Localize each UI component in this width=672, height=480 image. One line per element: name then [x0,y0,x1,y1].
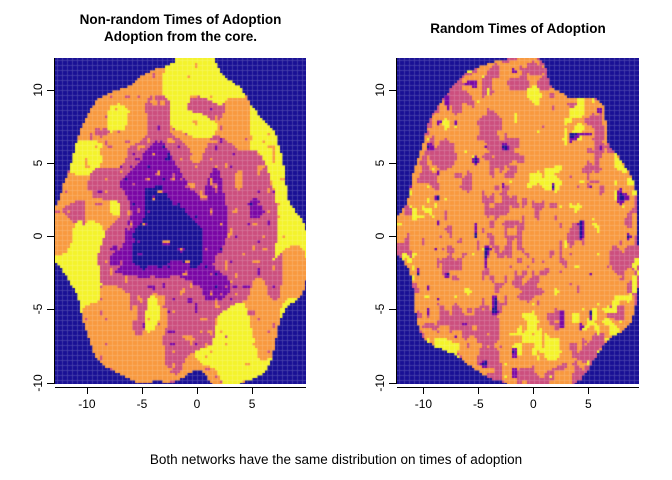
right-x-tick [478,387,480,394]
right-x-tick [533,387,535,394]
figure-caption: Both networks have the same distribution… [149,452,523,467]
right-y-tick [389,309,397,311]
right-y-tick-label: 5 [373,159,387,167]
right-x-tick-label: 0 [530,397,537,411]
right-y-tick-label: 10 [373,83,387,97]
right-x-tick-label: -10 [414,397,433,411]
left-x-tick [197,387,198,394]
right-y-tick-label: -5 [373,304,387,315]
right-x-tick-label: -5 [473,397,484,411]
right-y-tick [389,236,397,238]
right-x-axis-line [397,387,639,388]
left-y-tick-label: -5 [31,304,45,315]
right-plot-title-line1: Random Times of Adoption [430,21,606,36]
left-heatmap-canvas [55,58,306,384]
left-x-tick-label: 5 [248,397,256,411]
left-y-tick-label: -10 [31,373,45,392]
left-y-tick-label: 0 [31,233,45,240]
left-y-tick [47,163,55,165]
right-heatmap-canvas [397,58,639,384]
right-y-tick [389,382,397,384]
right-y-axis-line [396,58,397,384]
left-plot-title-line1: Non-random Times of Adoption [79,12,282,27]
left-plot-title-line2: Adoption from the core. [104,29,257,44]
right-y-tick [389,163,397,165]
left-x-axis-line [55,387,306,388]
right-y-tick-label: -10 [373,373,387,392]
right-y-tick [389,90,397,92]
right-x-tick [423,387,425,394]
right-x-tick [588,387,590,394]
left-x-tick [86,387,88,394]
left-x-tick-label: 0 [193,397,201,411]
right-plot-title: Random Times of Adoption [397,20,639,37]
left-x-tick [141,387,143,394]
left-y-tick-label: 5 [31,159,45,167]
left-y-tick [47,90,55,92]
left-y-tick [47,236,55,238]
left-y-axis-line [54,58,55,384]
left-x-tick [252,387,254,394]
left-plot-title: Non-random Times of Adoption Adoption fr… [55,11,306,45]
left-y-tick [47,382,55,384]
right-x-tick-label: 5 [585,397,592,411]
left-y-tick [47,309,55,311]
left-x-tick-label: -10 [78,397,96,411]
left-y-tick-label: 10 [31,83,45,97]
right-y-tick-label: 0 [373,233,387,240]
left-x-tick-label: -5 [136,397,148,411]
